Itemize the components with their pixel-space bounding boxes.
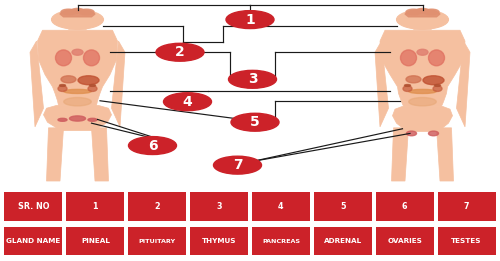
Ellipse shape — [88, 118, 97, 121]
Ellipse shape — [56, 50, 72, 66]
Ellipse shape — [60, 85, 66, 86]
FancyBboxPatch shape — [314, 192, 372, 221]
Text: SR. NO: SR. NO — [18, 202, 49, 211]
Circle shape — [416, 8, 429, 13]
Text: 1: 1 — [92, 202, 98, 211]
Polygon shape — [68, 26, 86, 29]
Ellipse shape — [58, 86, 67, 91]
FancyBboxPatch shape — [252, 192, 310, 221]
Polygon shape — [380, 30, 465, 106]
Polygon shape — [456, 41, 470, 127]
Ellipse shape — [400, 50, 416, 66]
Text: 2: 2 — [175, 45, 185, 59]
Ellipse shape — [64, 98, 91, 106]
Circle shape — [396, 10, 448, 29]
Polygon shape — [46, 128, 64, 181]
Circle shape — [79, 9, 94, 15]
Text: 3: 3 — [216, 202, 222, 211]
FancyBboxPatch shape — [128, 192, 186, 221]
Ellipse shape — [433, 86, 442, 91]
Polygon shape — [92, 128, 108, 181]
Ellipse shape — [70, 116, 86, 121]
Ellipse shape — [409, 89, 436, 93]
Ellipse shape — [58, 118, 67, 121]
Text: PANCREAS: PANCREAS — [262, 239, 300, 244]
FancyBboxPatch shape — [190, 192, 248, 221]
Polygon shape — [30, 41, 44, 127]
Polygon shape — [392, 106, 452, 132]
Ellipse shape — [417, 49, 428, 55]
Polygon shape — [112, 41, 125, 127]
Ellipse shape — [403, 86, 412, 91]
FancyBboxPatch shape — [4, 227, 62, 255]
FancyBboxPatch shape — [438, 227, 496, 255]
Circle shape — [52, 10, 104, 29]
Ellipse shape — [90, 85, 96, 86]
Circle shape — [406, 9, 421, 15]
Ellipse shape — [434, 85, 440, 86]
Text: 6: 6 — [148, 139, 158, 153]
Ellipse shape — [428, 50, 444, 66]
Ellipse shape — [78, 76, 99, 85]
Text: 3: 3 — [248, 72, 258, 86]
Ellipse shape — [406, 131, 416, 136]
Text: PINEAL: PINEAL — [81, 238, 110, 244]
Ellipse shape — [423, 76, 444, 85]
Circle shape — [228, 70, 276, 88]
Text: 5: 5 — [340, 202, 345, 211]
Text: 4: 4 — [278, 202, 283, 211]
FancyBboxPatch shape — [66, 192, 124, 221]
Circle shape — [61, 9, 76, 15]
Circle shape — [71, 8, 84, 13]
Polygon shape — [405, 10, 440, 17]
Text: 1: 1 — [245, 13, 255, 27]
Text: PITUITARY: PITUITARY — [138, 239, 176, 244]
FancyBboxPatch shape — [252, 227, 310, 255]
FancyBboxPatch shape — [376, 227, 434, 255]
Ellipse shape — [409, 98, 436, 106]
FancyBboxPatch shape — [128, 227, 186, 255]
Circle shape — [424, 9, 439, 15]
Ellipse shape — [64, 89, 91, 93]
Text: 4: 4 — [182, 95, 192, 109]
Polygon shape — [436, 128, 454, 181]
Circle shape — [156, 43, 204, 61]
Polygon shape — [44, 105, 112, 131]
FancyBboxPatch shape — [438, 192, 496, 221]
Text: THYMUS: THYMUS — [202, 238, 236, 244]
Ellipse shape — [88, 86, 97, 91]
Text: 5: 5 — [250, 115, 260, 129]
Circle shape — [226, 11, 274, 28]
Polygon shape — [392, 128, 408, 181]
Text: 2: 2 — [154, 202, 160, 211]
FancyBboxPatch shape — [4, 192, 62, 221]
Circle shape — [231, 113, 279, 131]
Ellipse shape — [84, 50, 100, 66]
Polygon shape — [60, 10, 95, 17]
Ellipse shape — [406, 76, 421, 83]
Circle shape — [128, 137, 176, 155]
Text: OVARIES: OVARIES — [387, 238, 422, 244]
Polygon shape — [414, 26, 432, 29]
Circle shape — [164, 93, 212, 111]
FancyBboxPatch shape — [314, 227, 372, 255]
Text: TESTES: TESTES — [452, 238, 482, 244]
Polygon shape — [38, 30, 117, 105]
Text: GLAND NAME: GLAND NAME — [6, 238, 60, 244]
Polygon shape — [375, 41, 388, 127]
Ellipse shape — [428, 131, 438, 136]
FancyBboxPatch shape — [190, 227, 248, 255]
FancyBboxPatch shape — [66, 227, 124, 255]
Ellipse shape — [61, 76, 76, 83]
Text: ADRENAL: ADRENAL — [324, 238, 362, 244]
FancyBboxPatch shape — [376, 192, 434, 221]
Ellipse shape — [72, 49, 83, 55]
Text: 6: 6 — [402, 202, 407, 211]
Ellipse shape — [404, 85, 410, 86]
Text: 7: 7 — [232, 158, 242, 172]
Circle shape — [214, 156, 262, 174]
Text: 7: 7 — [464, 202, 469, 211]
